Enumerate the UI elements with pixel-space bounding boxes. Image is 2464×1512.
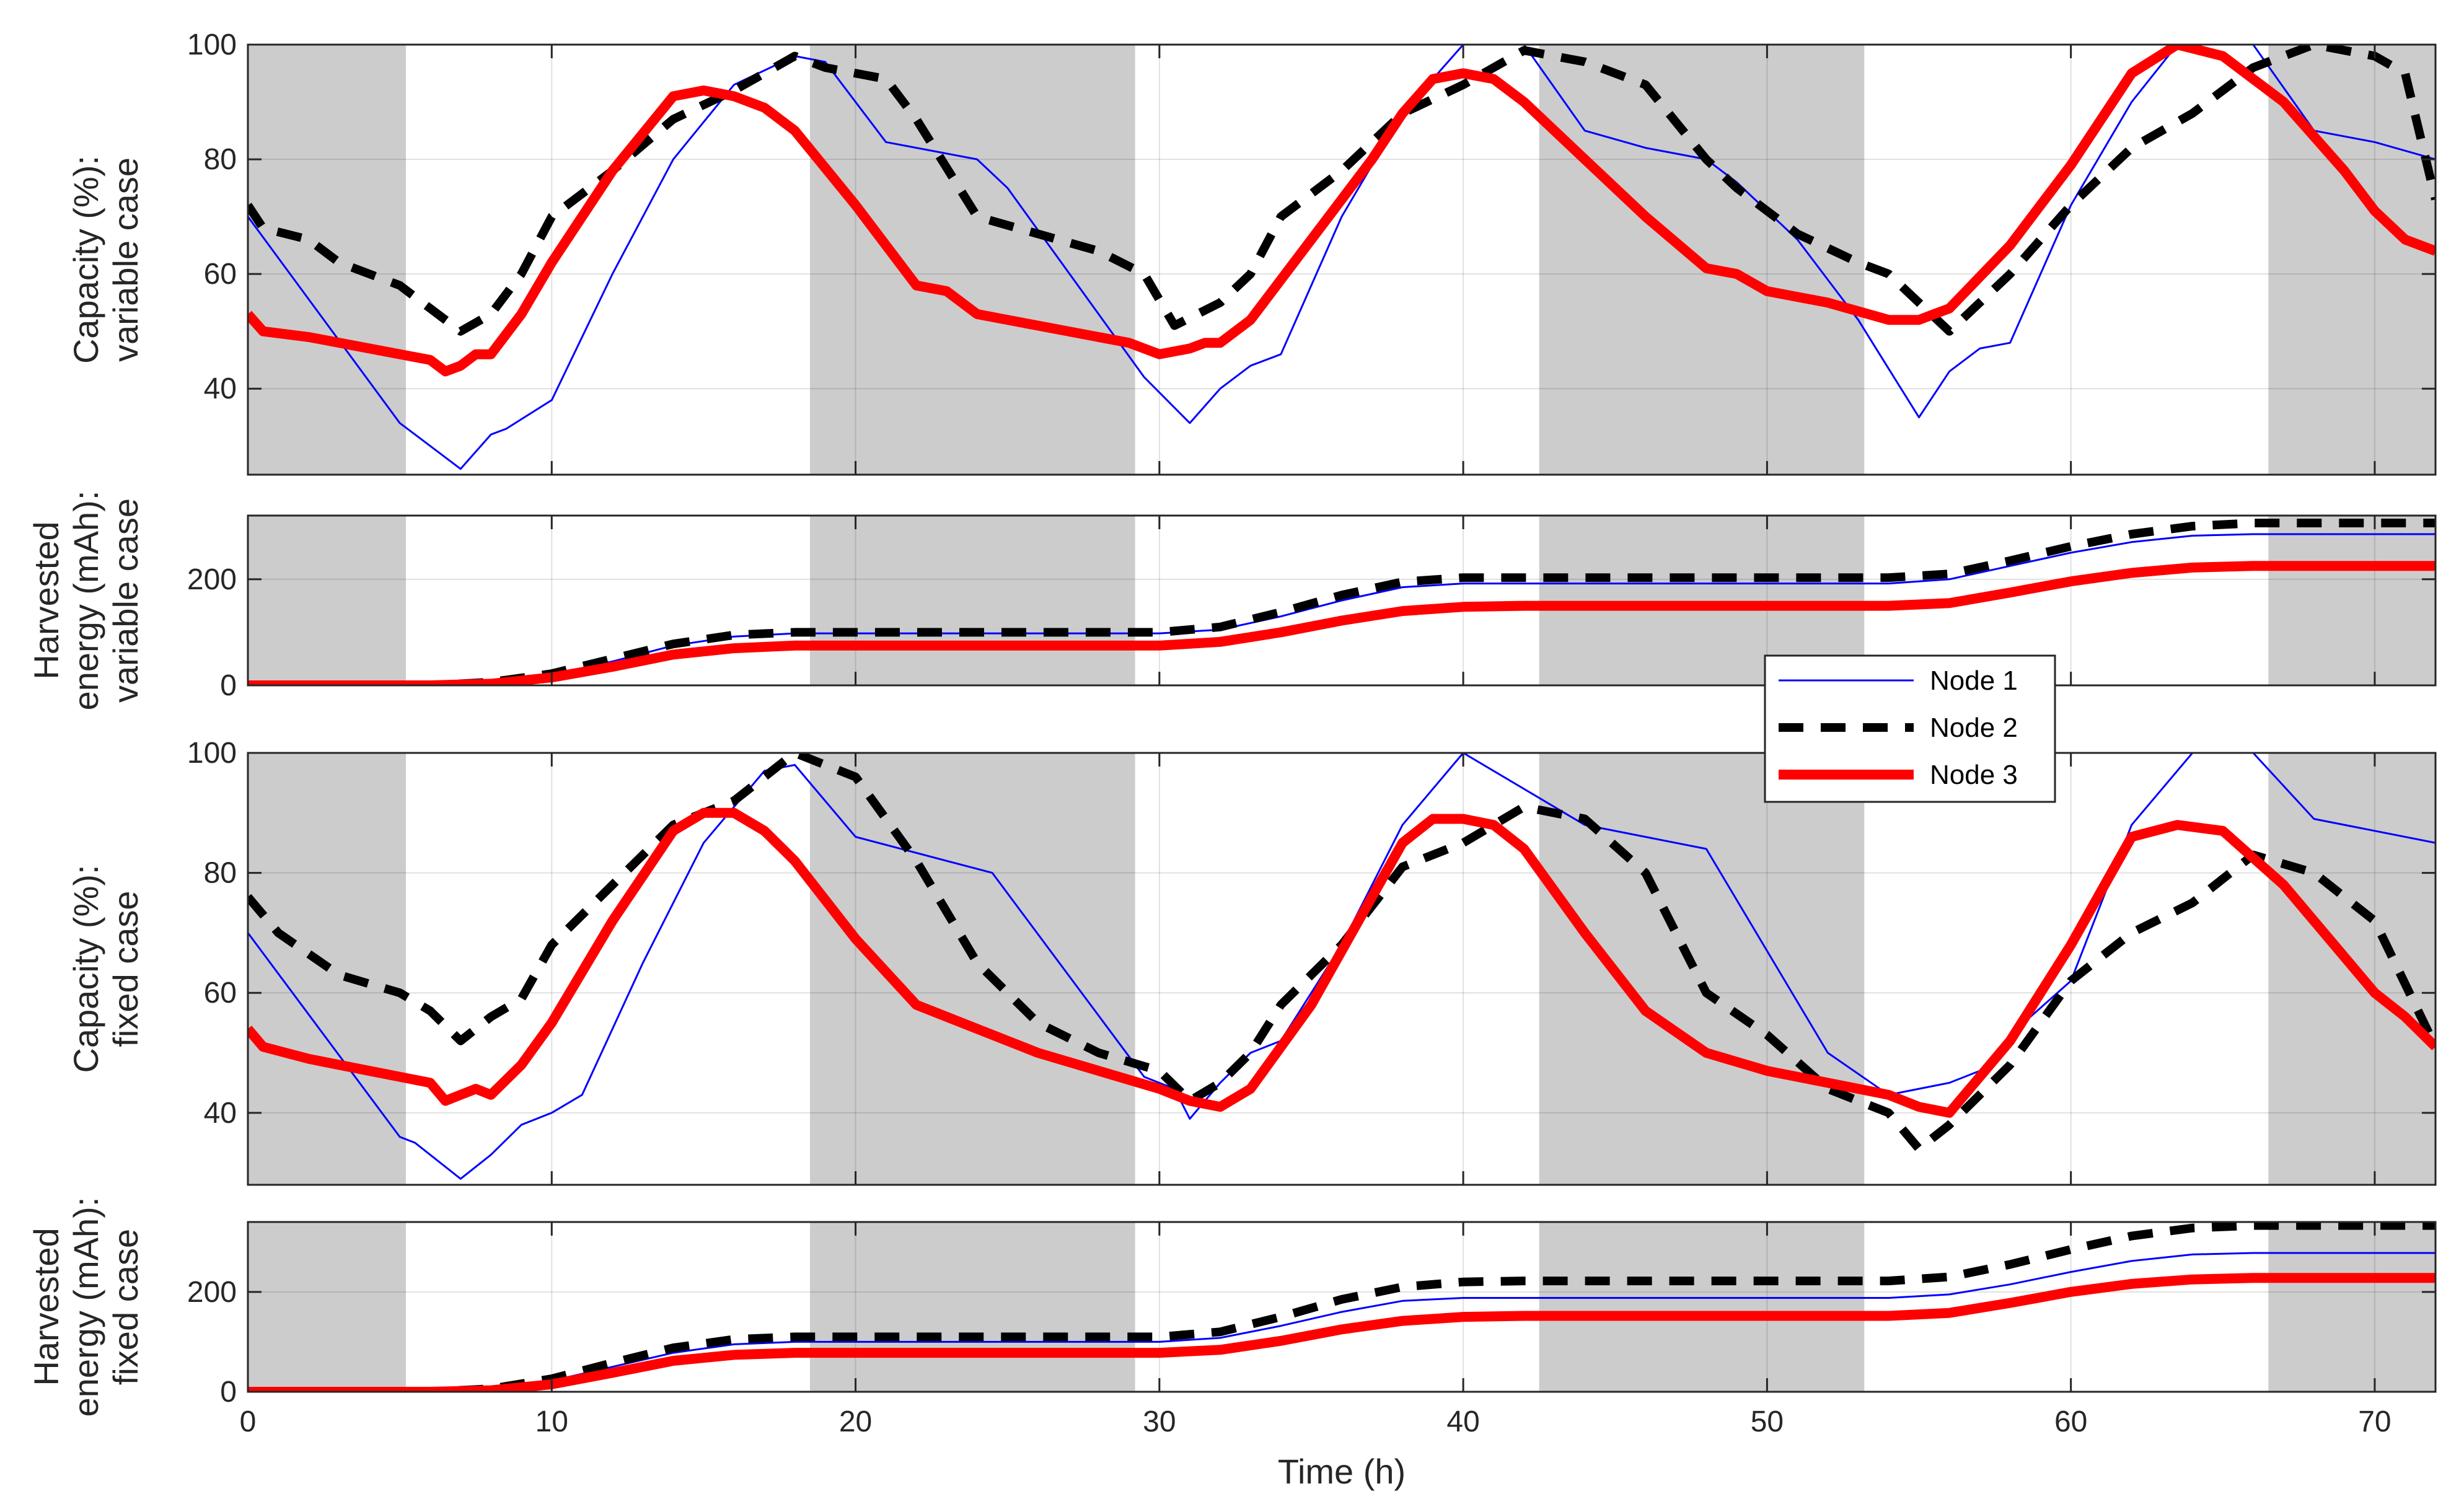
series-group bbox=[248, 753, 2435, 1180]
shaded-interval-2 bbox=[810, 753, 1135, 1185]
y-axis-label-line: fixed case bbox=[106, 890, 145, 1047]
y-axis-label: Harvested energy (mAh): variable case bbox=[27, 491, 145, 711]
panel-3: 40 60 80 100 Capacity (%): fixed case bbox=[66, 737, 2437, 1186]
y-tick-label: 40 bbox=[204, 372, 237, 405]
y-axis-label-line: variable case bbox=[106, 498, 145, 703]
x-tick-label: 20 bbox=[839, 1405, 872, 1438]
shaded-interval-1 bbox=[248, 45, 406, 475]
axes-box bbox=[247, 752, 2437, 1186]
y-tick-label: 200 bbox=[187, 1276, 237, 1309]
y-tick-label: 60 bbox=[204, 977, 237, 1009]
y-tick-label: 0 bbox=[220, 669, 237, 702]
shaded-interval-1 bbox=[248, 1222, 406, 1392]
axes-box bbox=[247, 514, 2437, 687]
x-axis-label: Time (h) bbox=[1278, 1452, 1406, 1491]
y-axis-label: Capacity (%): variable case bbox=[66, 156, 145, 364]
y-axis-label-line: Capacity (%): bbox=[66, 156, 105, 364]
panel-1: 40 60 80 100 Capacity (%): variable case bbox=[66, 29, 2437, 476]
x-tick-label: 40 bbox=[1446, 1405, 1479, 1438]
series-node-2-line bbox=[248, 519, 2435, 685]
y-tick-label: 40 bbox=[204, 1097, 237, 1130]
series-node-2-line bbox=[248, 1222, 2435, 1392]
y-axis-label-line: Harvested bbox=[27, 1228, 66, 1386]
y-axis-label-line: fixed case bbox=[106, 1229, 145, 1385]
y-axis-label-line: variable case bbox=[106, 157, 145, 362]
x-tick-label: 10 bbox=[535, 1405, 568, 1438]
legend-label-2: Node 2 bbox=[1930, 713, 2018, 743]
series-node-3-line bbox=[248, 807, 2435, 1118]
panel-4: 0 200 0 10 20 30 40 50 60 70 Harvested energy (mAh)… bbox=[27, 1197, 2437, 1491]
series-node-2-line bbox=[248, 753, 2435, 1153]
plot-area bbox=[248, 45, 2435, 475]
series-node-3-line bbox=[248, 561, 2435, 685]
shaded-interval-1 bbox=[248, 516, 406, 685]
y-tick-label: 0 bbox=[220, 1376, 237, 1409]
y-axis-label-line: energy (mAh): bbox=[66, 1197, 105, 1417]
series-node-1-line bbox=[248, 45, 2435, 470]
y-axis-label: Capacity (%): fixed case bbox=[66, 864, 145, 1073]
series-node-3-line bbox=[248, 45, 2435, 377]
shaded-interval-4 bbox=[2268, 1222, 2435, 1392]
axes-box bbox=[247, 1221, 2437, 1393]
panel-2: 0 200 Harvested energy (mAh): variable case bbox=[27, 491, 2437, 711]
x-tick-label: 0 bbox=[240, 1405, 257, 1438]
x-tick-label: 50 bbox=[1751, 1405, 1784, 1438]
series-node-3-line bbox=[248, 1273, 2435, 1392]
y-tick-label: 80 bbox=[204, 143, 237, 176]
x-tick-label: 60 bbox=[2054, 1405, 2087, 1438]
series-group bbox=[248, 1222, 2435, 1392]
y-tick-label: 100 bbox=[187, 737, 237, 770]
x-tick-label: 30 bbox=[1143, 1405, 1176, 1438]
series-node-2-line bbox=[248, 45, 2435, 336]
legend-label-3: Node 3 bbox=[1930, 760, 2018, 790]
y-tick-label: 100 bbox=[187, 29, 237, 61]
shaded-interval-2 bbox=[810, 45, 1135, 475]
y-tick-label: 80 bbox=[204, 857, 237, 890]
legend: Node 1 Node 2 Node 3 bbox=[1764, 654, 2056, 803]
y-axis-label-line: energy (mAh): bbox=[66, 491, 105, 711]
y-axis-label: Harvested energy (mAh): fixed case bbox=[27, 1197, 145, 1417]
plot-area bbox=[248, 753, 2435, 1185]
series-group bbox=[248, 519, 2435, 685]
series-group bbox=[248, 45, 2435, 470]
shaded-interval-4 bbox=[2268, 516, 2435, 685]
y-axis-label-line: Capacity (%): bbox=[66, 864, 105, 1073]
y-axis-label-line: Harvested bbox=[27, 521, 66, 679]
y-tick-label: 60 bbox=[204, 258, 237, 291]
plot-area bbox=[248, 1222, 2435, 1392]
legend-label-1: Node 1 bbox=[1930, 666, 2018, 696]
x-tick-label: 70 bbox=[2358, 1405, 2391, 1438]
y-tick-label: 200 bbox=[187, 563, 237, 596]
shaded-interval-2 bbox=[810, 516, 1135, 685]
shaded-interval-2 bbox=[810, 1222, 1135, 1392]
axes-box bbox=[247, 43, 2437, 476]
shaded-interval-3 bbox=[1539, 1222, 1865, 1392]
